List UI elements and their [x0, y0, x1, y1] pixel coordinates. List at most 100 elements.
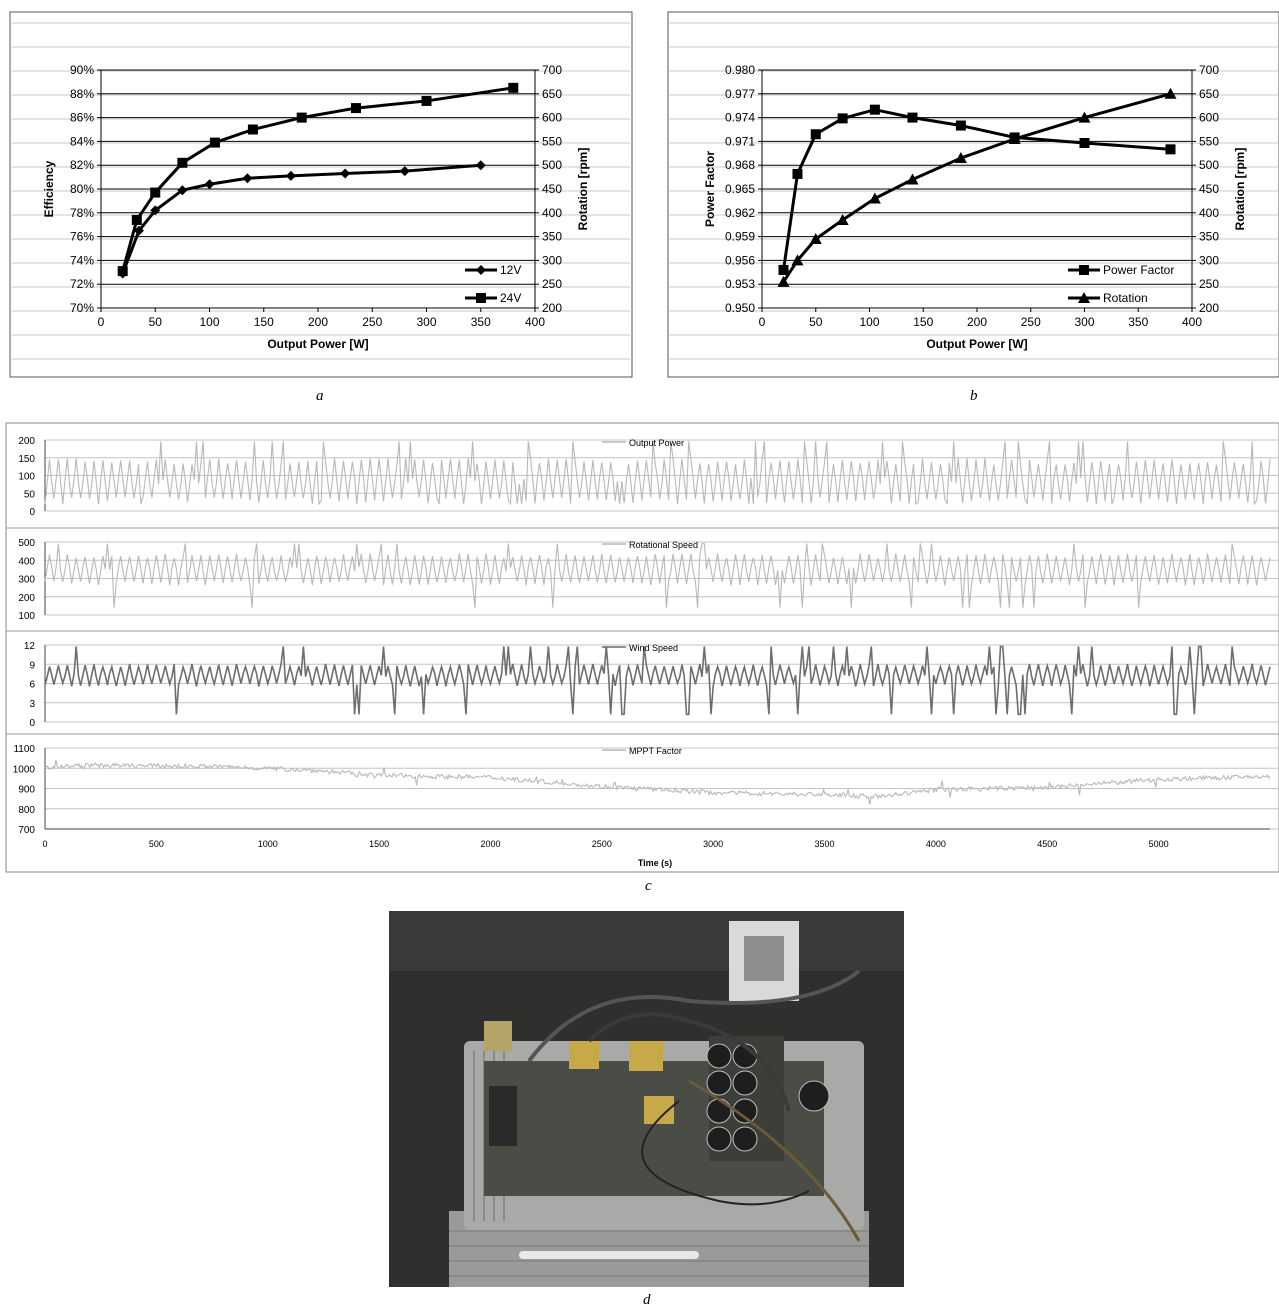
x-tick-label: 200: [967, 315, 987, 329]
x-tick-label: 4000: [926, 839, 946, 849]
y2-tick-label: 400: [1199, 206, 1219, 220]
y2-tick-label: 200: [1199, 301, 1219, 315]
data-point: [792, 168, 803, 179]
y-tick-label: 9: [29, 660, 35, 671]
y2-axis-title: Rotation [rpm]: [576, 148, 590, 231]
y-tick-label: 82%: [70, 158, 94, 172]
data-point: [907, 112, 918, 123]
data-point: [117, 266, 128, 277]
data-point: [1078, 111, 1091, 123]
x-axis-title: Time (s): [638, 858, 672, 868]
data-point: [242, 173, 253, 184]
y-tick-label: 100: [18, 611, 35, 622]
data-point: [906, 173, 919, 185]
x-tick-label: 100: [199, 315, 219, 329]
y2-tick-label: 500: [1199, 158, 1219, 172]
x-tick-label: 4500: [1037, 839, 1057, 849]
y2-tick-label: 250: [1199, 277, 1219, 291]
series-line-rotation: [782, 92, 1171, 283]
caption-c: c: [645, 878, 652, 894]
y2-tick-label: 400: [542, 206, 562, 220]
data-point: [955, 120, 966, 131]
chart-frame: [9, 11, 633, 378]
data-point: [809, 232, 822, 244]
x-tick-label: 1000: [258, 839, 278, 849]
legend-label: Rotational Speed: [629, 540, 698, 550]
data-point: [350, 103, 361, 114]
legend-marker: [476, 293, 486, 303]
y-tick-label: 0.956: [725, 253, 755, 267]
series-line-12v: [121, 163, 481, 275]
y-tick-label: 0.971: [725, 134, 755, 148]
x-tick-label: 100: [859, 315, 879, 329]
x-tick-label: 200: [308, 315, 328, 329]
y-tick-label: 0.965: [725, 182, 755, 196]
data-point: [209, 137, 220, 148]
x-tick-label: 300: [416, 315, 436, 329]
x-tick-label: 500: [149, 839, 164, 849]
data-point: [285, 170, 296, 181]
y-tick-label: 0.962: [725, 206, 755, 220]
y2-tick-label: 350: [1199, 230, 1219, 244]
x-axis-title: Output Power [W]: [926, 337, 1027, 351]
x-tick-label: 0: [98, 315, 105, 329]
y-tick-label: 0.974: [725, 111, 755, 125]
y-tick-label: 86%: [70, 111, 94, 125]
y-tick-label: 76%: [70, 230, 94, 244]
x-tick-label: 2500: [592, 839, 612, 849]
y-tick-label: 200: [18, 436, 35, 447]
y-tick-label: 200: [18, 593, 35, 604]
y-tick-label: 100: [18, 472, 35, 483]
legend-label: 12V: [500, 263, 521, 277]
y2-tick-label: 550: [1199, 134, 1219, 148]
legend-label: Power Factor: [1103, 263, 1174, 277]
series-line-output-power: [44, 441, 1271, 506]
y-tick-label: 84%: [70, 134, 94, 148]
y2-tick-label: 600: [1199, 111, 1219, 125]
x-tick-label: 50: [809, 315, 823, 329]
x-tick-label: 5000: [1149, 839, 1169, 849]
y-tick-label: 0.950: [725, 301, 755, 315]
series-line-wind-speed: [44, 645, 1271, 716]
data-point: [836, 213, 849, 225]
y2-tick-label: 300: [1199, 253, 1219, 267]
y2-tick-label: 650: [542, 87, 562, 101]
x-tick-label: 3000: [703, 839, 723, 849]
data-point: [399, 166, 410, 177]
y-tick-label: 12: [24, 641, 36, 652]
y-axis-title: Power Factor: [703, 151, 717, 227]
data-point: [475, 160, 486, 171]
series-line-mppt-factor: [44, 759, 1271, 805]
y2-tick-label: 450: [542, 182, 562, 196]
data-point: [791, 254, 804, 266]
x-tick-label: 400: [525, 315, 545, 329]
y-tick-label: 3: [29, 699, 35, 710]
y2-tick-label: 650: [1199, 87, 1219, 101]
legend-label: Rotation: [1103, 291, 1148, 305]
x-tick-label: 150: [254, 315, 274, 329]
y2-tick-label: 350: [542, 230, 562, 244]
x-tick-label: 150: [913, 315, 933, 329]
y-tick-label: 800: [18, 805, 35, 816]
data-point: [810, 129, 821, 140]
caption-d: d: [643, 1292, 651, 1308]
y-tick-label: 1100: [13, 744, 35, 755]
y2-tick-label: 250: [542, 277, 562, 291]
data-point: [868, 192, 881, 204]
legend-marker: [476, 265, 486, 275]
data-point: [133, 225, 144, 236]
y2-tick-label: 700: [542, 63, 562, 77]
y2-tick-label: 550: [542, 134, 562, 148]
y-tick-label: 0.968: [725, 158, 755, 172]
data-point: [777, 275, 790, 287]
x-tick-label: 250: [362, 315, 382, 329]
y-tick-label: 0.953: [725, 277, 755, 291]
y-tick-label: 74%: [70, 253, 94, 267]
legend-marker: [1079, 265, 1089, 275]
x-tick-label: 250: [1021, 315, 1041, 329]
y-tick-label: 0.977: [725, 87, 755, 101]
y-tick-label: 72%: [70, 277, 94, 291]
y2-axis-title: Rotation [rpm]: [1233, 148, 1247, 231]
data-point: [204, 179, 215, 190]
data-point: [1079, 137, 1090, 148]
